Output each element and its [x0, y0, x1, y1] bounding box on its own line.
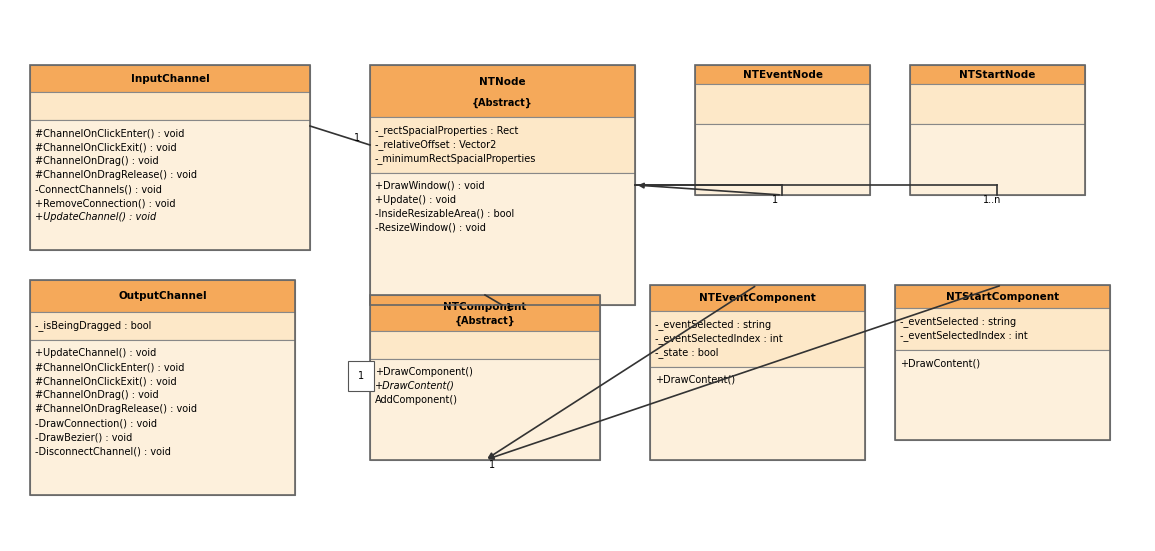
- Text: InputChannel: InputChannel: [131, 73, 209, 84]
- Text: -_eventSelected : string: -_eventSelected : string: [900, 316, 1016, 327]
- Text: 1..n: 1..n: [983, 195, 1001, 205]
- Bar: [30, 312, 295, 340]
- Bar: [910, 124, 1085, 195]
- Bar: [650, 285, 865, 460]
- Bar: [30, 120, 310, 250]
- Text: #ChannelOnClickEnter() : void: #ChannelOnClickEnter() : void: [35, 128, 185, 138]
- Text: -_isBeingDragged : bool: -_isBeingDragged : bool: [35, 320, 151, 331]
- Text: -_minimumRectSpacialProperties: -_minimumRectSpacialProperties: [375, 153, 536, 164]
- Text: -_eventSelectedIndex : int: -_eventSelectedIndex : int: [900, 330, 1028, 341]
- Bar: [895, 285, 1110, 308]
- Text: {Abstract}: {Abstract}: [472, 98, 532, 107]
- Bar: [695, 124, 870, 195]
- Text: 1: 1: [772, 195, 778, 205]
- Bar: [370, 173, 635, 305]
- Bar: [650, 367, 865, 460]
- Bar: [650, 285, 865, 311]
- Text: NTStartNode: NTStartNode: [960, 69, 1036, 79]
- Text: +Update() : void: +Update() : void: [375, 195, 456, 205]
- Text: AddComponent(): AddComponent(): [375, 395, 459, 405]
- Bar: [370, 331, 599, 359]
- Bar: [370, 295, 599, 331]
- Text: #ChannelOnClickExit() : void: #ChannelOnClickExit() : void: [35, 142, 177, 152]
- Text: -InsideResizableArea() : bool: -InsideResizableArea() : bool: [375, 209, 514, 219]
- Bar: [695, 84, 870, 124]
- Bar: [370, 65, 635, 117]
- Text: NTComponent: NTComponent: [444, 301, 527, 311]
- Text: #ChannelOnClickExit() : void: #ChannelOnClickExit() : void: [35, 376, 177, 386]
- Text: +UpdateChannel() : void: +UpdateChannel() : void: [35, 348, 156, 358]
- Text: -_eventSelectedIndex : int: -_eventSelectedIndex : int: [655, 333, 783, 344]
- Text: +DrawContent(): +DrawContent(): [375, 381, 455, 391]
- Text: -_eventSelected : string: -_eventSelected : string: [655, 319, 772, 330]
- Text: #ChannelOnDragRelease() : void: #ChannelOnDragRelease() : void: [35, 404, 198, 414]
- Bar: [895, 350, 1110, 440]
- Bar: [370, 359, 599, 460]
- Text: +RemoveConnection() : void: +RemoveConnection() : void: [35, 198, 176, 208]
- Text: +DrawContent(): +DrawContent(): [655, 375, 735, 385]
- Bar: [30, 280, 295, 495]
- Text: #ChannelOnDragRelease() : void: #ChannelOnDragRelease() : void: [35, 170, 198, 180]
- Bar: [650, 311, 865, 367]
- Text: -_state : bool: -_state : bool: [655, 347, 718, 358]
- Text: -DisconnectChannel() : void: -DisconnectChannel() : void: [35, 446, 171, 456]
- Bar: [30, 340, 295, 495]
- Text: NTEventNode: NTEventNode: [743, 69, 822, 79]
- Text: NTEventComponent: NTEventComponent: [699, 293, 815, 303]
- Text: 1: 1: [506, 303, 512, 313]
- Text: #ChannelOnClickEnter() : void: #ChannelOnClickEnter() : void: [35, 362, 185, 372]
- Text: 1: 1: [358, 371, 364, 381]
- Text: {Abstract}: {Abstract}: [455, 316, 515, 326]
- Text: -ConnectChannels() : void: -ConnectChannels() : void: [35, 184, 162, 194]
- Text: 1: 1: [353, 133, 360, 143]
- Bar: [910, 84, 1085, 124]
- Text: OutputChannel: OutputChannel: [118, 291, 207, 301]
- Text: -_rectSpacialProperties : Rect: -_rectSpacialProperties : Rect: [375, 125, 519, 136]
- Text: +DrawContent(): +DrawContent(): [900, 358, 981, 368]
- Bar: [30, 65, 310, 92]
- Bar: [895, 285, 1110, 440]
- Bar: [370, 117, 635, 173]
- Bar: [30, 92, 310, 120]
- Text: NTStartComponent: NTStartComponent: [946, 291, 1059, 301]
- Text: 1: 1: [489, 460, 495, 470]
- Text: #ChannelOnDrag() : void: #ChannelOnDrag() : void: [35, 156, 158, 166]
- Bar: [30, 65, 310, 250]
- Text: #ChannelOnDrag() : void: #ChannelOnDrag() : void: [35, 390, 158, 400]
- Bar: [30, 280, 295, 312]
- Text: +DrawWindow() : void: +DrawWindow() : void: [375, 181, 485, 191]
- Text: -DrawBezier() : void: -DrawBezier() : void: [35, 432, 133, 442]
- Bar: [695, 65, 870, 195]
- Text: -DrawConnection() : void: -DrawConnection() : void: [35, 418, 157, 428]
- Bar: [370, 295, 599, 460]
- Text: +DrawComponent(): +DrawComponent(): [375, 367, 472, 377]
- Text: -ResizeWindow() : void: -ResizeWindow() : void: [375, 223, 486, 233]
- Bar: [895, 308, 1110, 350]
- Bar: [695, 65, 870, 84]
- Text: NTNode: NTNode: [479, 77, 526, 87]
- Text: -_relativeOffset : Vector2: -_relativeOffset : Vector2: [375, 139, 497, 150]
- Bar: [910, 65, 1085, 84]
- Bar: [370, 65, 635, 305]
- Bar: [910, 65, 1085, 195]
- Text: +UpdateChannel() : void: +UpdateChannel() : void: [35, 212, 156, 222]
